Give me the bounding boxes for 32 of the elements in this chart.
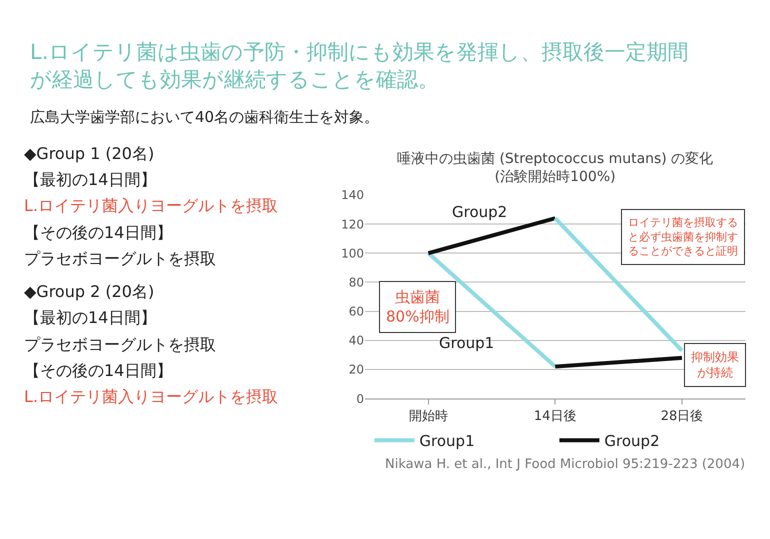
text: Nikawa H. et al., Int J Food Microbiol 95:219-223 (2004) — [385, 457, 746, 472]
annotation: ロイテリ菌を摂取すると必ず虫歯菌を抑制することができると証明 — [628, 216, 738, 258]
x-tick-label: 開始時 — [408, 409, 448, 424]
legend-label: Group2 — [604, 432, 660, 450]
text: ◆Group 2 (20名) — [24, 282, 154, 301]
text: L.ロイテリ菌入りヨーグルトを摂取 — [24, 196, 278, 215]
y-tick-label: 80 — [348, 275, 364, 290]
chart-title: 唾液中の虫歯菌 (Streptococcus mutans) の変化 (治験開始時100%) — [397, 151, 714, 186]
text: プラセボヨーグルトを摂取 — [24, 335, 216, 354]
y-tick-label: 40 — [348, 334, 364, 348]
text: ◆Group 1 (20名) — [24, 144, 154, 163]
x-tick-label: 28日後 — [660, 409, 704, 424]
x-tick-label: 14日後 — [534, 409, 576, 424]
y-tick-label: 60 — [348, 304, 364, 319]
y-tick-label: 120 — [341, 217, 364, 232]
annotation: 虫歯菌80%抑制 — [386, 288, 450, 326]
text: 【その後の14日間】 — [24, 223, 172, 242]
legend-label: Group1 — [419, 432, 475, 450]
y-tick-label: 20 — [348, 362, 364, 377]
annotation: 抑制効果が持続 — [691, 350, 739, 380]
y-tick-label: 100 — [341, 246, 364, 260]
y-tick-label: 140 — [341, 188, 364, 202]
text: 【その後の14日間】 — [24, 361, 172, 380]
text: 広島大学歯学部において40名の歯科衛生士を対象。 — [30, 108, 380, 126]
text: L.ロイテリ菌入りヨーグルトを摂取 — [24, 387, 278, 406]
text: プラセボヨーグルトを摂取 — [24, 249, 216, 268]
text: 【最初の14日間】 — [24, 170, 156, 189]
annotation: Group1 — [439, 334, 494, 352]
text: L.ロイテリ菌は虫歯の予防・抑制にも効果を発揮し、摂取後一定期間が経過しても効果が継続することを確認。 — [30, 40, 688, 92]
text: 【最初の14日間】 — [24, 308, 156, 327]
y-tick-label: 0 — [356, 392, 364, 406]
annotation: Group2 — [452, 203, 508, 221]
